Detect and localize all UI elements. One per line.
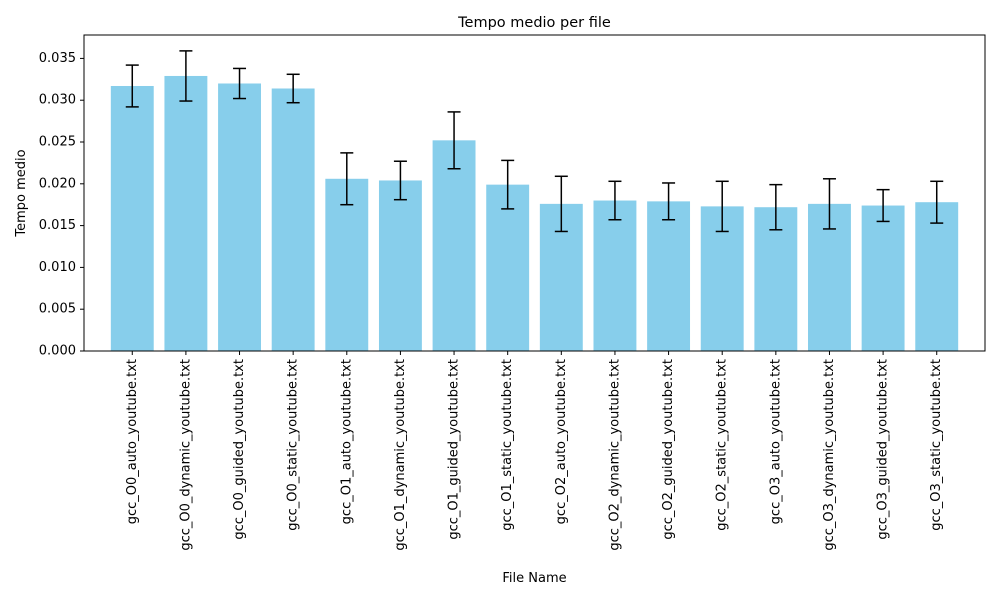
error-bar <box>393 160 407 201</box>
error-bar <box>125 64 139 108</box>
x-tick-label: gcc_O2_static_youtube.txt <box>715 359 730 531</box>
x-tick-label: gcc_O1_guided_youtube.txt <box>447 359 462 540</box>
y-tick-label: 0.020 <box>39 176 76 191</box>
bar <box>861 205 905 351</box>
x-tick-label: gcc_O3_auto_youtube.txt <box>768 359 783 524</box>
bar <box>271 88 315 351</box>
bar <box>915 202 959 351</box>
x-tick-label: gcc_O0_guided_youtube.txt <box>232 359 247 540</box>
y-axis: 0.000 0.005 0.010 0.015 0.020 0.025 0.030 0.035 <box>39 51 84 359</box>
bar <box>432 140 476 351</box>
y-tick-label: 0.015 <box>39 218 76 233</box>
chart-title: Tempo medio per file <box>457 15 611 31</box>
x-axis-label: File Name <box>502 571 566 586</box>
error-bar <box>286 73 300 104</box>
error-bar <box>608 180 622 221</box>
x-tick-label: gcc_O0_dynamic_youtube.txt <box>178 359 193 551</box>
y-tick-label: 0.005 <box>39 302 76 317</box>
x-tick-label: gcc_O1_static_youtube.txt <box>500 359 515 531</box>
x-tick-label: gcc_O3_guided_youtube.txt <box>876 359 891 540</box>
error-bar <box>233 67 247 100</box>
error-bars-layer <box>125 50 944 233</box>
y-tick-label: 0.030 <box>39 93 76 108</box>
x-tick-label: gcc_O0_auto_youtube.txt <box>125 359 140 524</box>
x-tick-label: gcc_O3_dynamic_youtube.txt <box>822 359 837 551</box>
error-bar <box>340 152 354 206</box>
bar <box>486 184 530 351</box>
bar <box>110 85 154 352</box>
y-tick-label: 0.035 <box>39 51 76 66</box>
plot-area-frame <box>83 34 986 352</box>
bars-layer <box>110 75 959 352</box>
x-tick-label: gcc_O2_dynamic_youtube.txt <box>607 359 622 551</box>
bar <box>754 207 798 351</box>
y-tick-label: 0.000 <box>39 344 76 359</box>
bar <box>164 75 208 352</box>
bar <box>378 180 422 351</box>
x-tick-label: gcc_O1_dynamic_youtube.txt <box>393 359 408 551</box>
error-bar <box>447 111 461 170</box>
bar <box>325 178 369 351</box>
y-axis-label: Tempo medio <box>14 149 29 237</box>
error-bar <box>769 183 783 231</box>
error-bar <box>876 188 890 223</box>
x-tick-label: gcc_O2_auto_youtube.txt <box>554 359 569 524</box>
bar <box>218 83 261 352</box>
x-tick-label: gcc_O3_static_youtube.txt <box>929 359 944 531</box>
x-tick-label: gcc_O1_auto_youtube.txt <box>339 359 354 524</box>
bar <box>647 201 691 351</box>
error-bar <box>822 178 836 230</box>
error-bar <box>662 182 676 221</box>
error-bar <box>715 180 729 233</box>
x-tick-label: gcc_O2_guided_youtube.txt <box>661 359 676 540</box>
x-axis: gcc_O0_auto_youtube.txt gcc_O0_dynamic_yo… <box>125 351 944 551</box>
bar <box>593 200 637 351</box>
y-tick-label: 0.010 <box>39 260 76 275</box>
error-bar <box>554 175 568 233</box>
x-tick-label: gcc_O0_static_youtube.txt <box>286 359 301 531</box>
y-tick-label: 0.025 <box>39 135 76 150</box>
error-bar <box>501 159 515 210</box>
error-bar <box>179 50 193 102</box>
error-bar <box>930 180 944 224</box>
